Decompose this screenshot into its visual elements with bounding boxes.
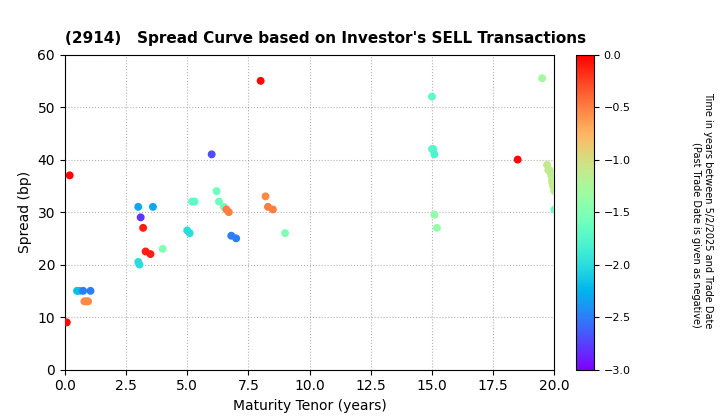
Point — [213, 198, 225, 205]
Point — [64, 172, 76, 179]
Point — [546, 172, 557, 179]
Point — [135, 214, 146, 221]
Point — [132, 259, 144, 265]
Point — [189, 198, 200, 205]
Point — [428, 211, 440, 218]
Point — [206, 151, 217, 158]
Point — [184, 230, 195, 236]
Point — [211, 188, 222, 194]
Point — [78, 298, 90, 305]
Point — [230, 235, 242, 242]
Point — [134, 261, 145, 268]
Point — [81, 298, 92, 305]
Point — [157, 245, 168, 252]
Point — [181, 227, 193, 234]
Point — [223, 209, 235, 215]
Point — [545, 169, 557, 176]
Point — [140, 248, 151, 255]
Point — [512, 156, 523, 163]
Point — [546, 177, 558, 184]
Point — [71, 287, 83, 294]
Point — [279, 230, 291, 236]
Text: Time in years between 5/2/2025 and Trade Date
(Past Trade Date is given as negat: Time in years between 5/2/2025 and Trade… — [691, 92, 713, 328]
Point — [218, 203, 230, 210]
Point — [428, 146, 439, 152]
Point — [132, 203, 144, 210]
Point — [255, 77, 266, 84]
Point — [426, 146, 438, 152]
Text: (2914)   Spread Curve based on Investor's SELL Transactions: (2914) Spread Curve based on Investor's … — [65, 32, 586, 47]
Point — [220, 206, 232, 213]
Point — [262, 203, 274, 210]
Point — [225, 232, 237, 239]
Point — [544, 167, 555, 173]
Point — [549, 185, 560, 192]
Point — [546, 180, 558, 186]
Point — [138, 224, 149, 231]
Point — [147, 203, 158, 210]
Point — [186, 198, 198, 205]
X-axis label: Maturity Tenor (years): Maturity Tenor (years) — [233, 399, 387, 413]
Point — [431, 224, 443, 231]
Point — [541, 161, 553, 168]
Point — [428, 151, 440, 158]
Point — [549, 188, 560, 194]
Point — [145, 251, 156, 257]
Point — [85, 287, 96, 294]
Point — [426, 93, 438, 100]
Y-axis label: Spread (bp): Spread (bp) — [18, 171, 32, 253]
Point — [549, 206, 560, 213]
Point — [61, 319, 73, 326]
Point — [547, 182, 559, 189]
Point — [78, 287, 89, 294]
Point — [82, 298, 94, 305]
Point — [543, 167, 554, 173]
Point — [260, 193, 271, 199]
Point — [73, 287, 85, 294]
Point — [267, 206, 279, 213]
Point — [536, 75, 548, 81]
